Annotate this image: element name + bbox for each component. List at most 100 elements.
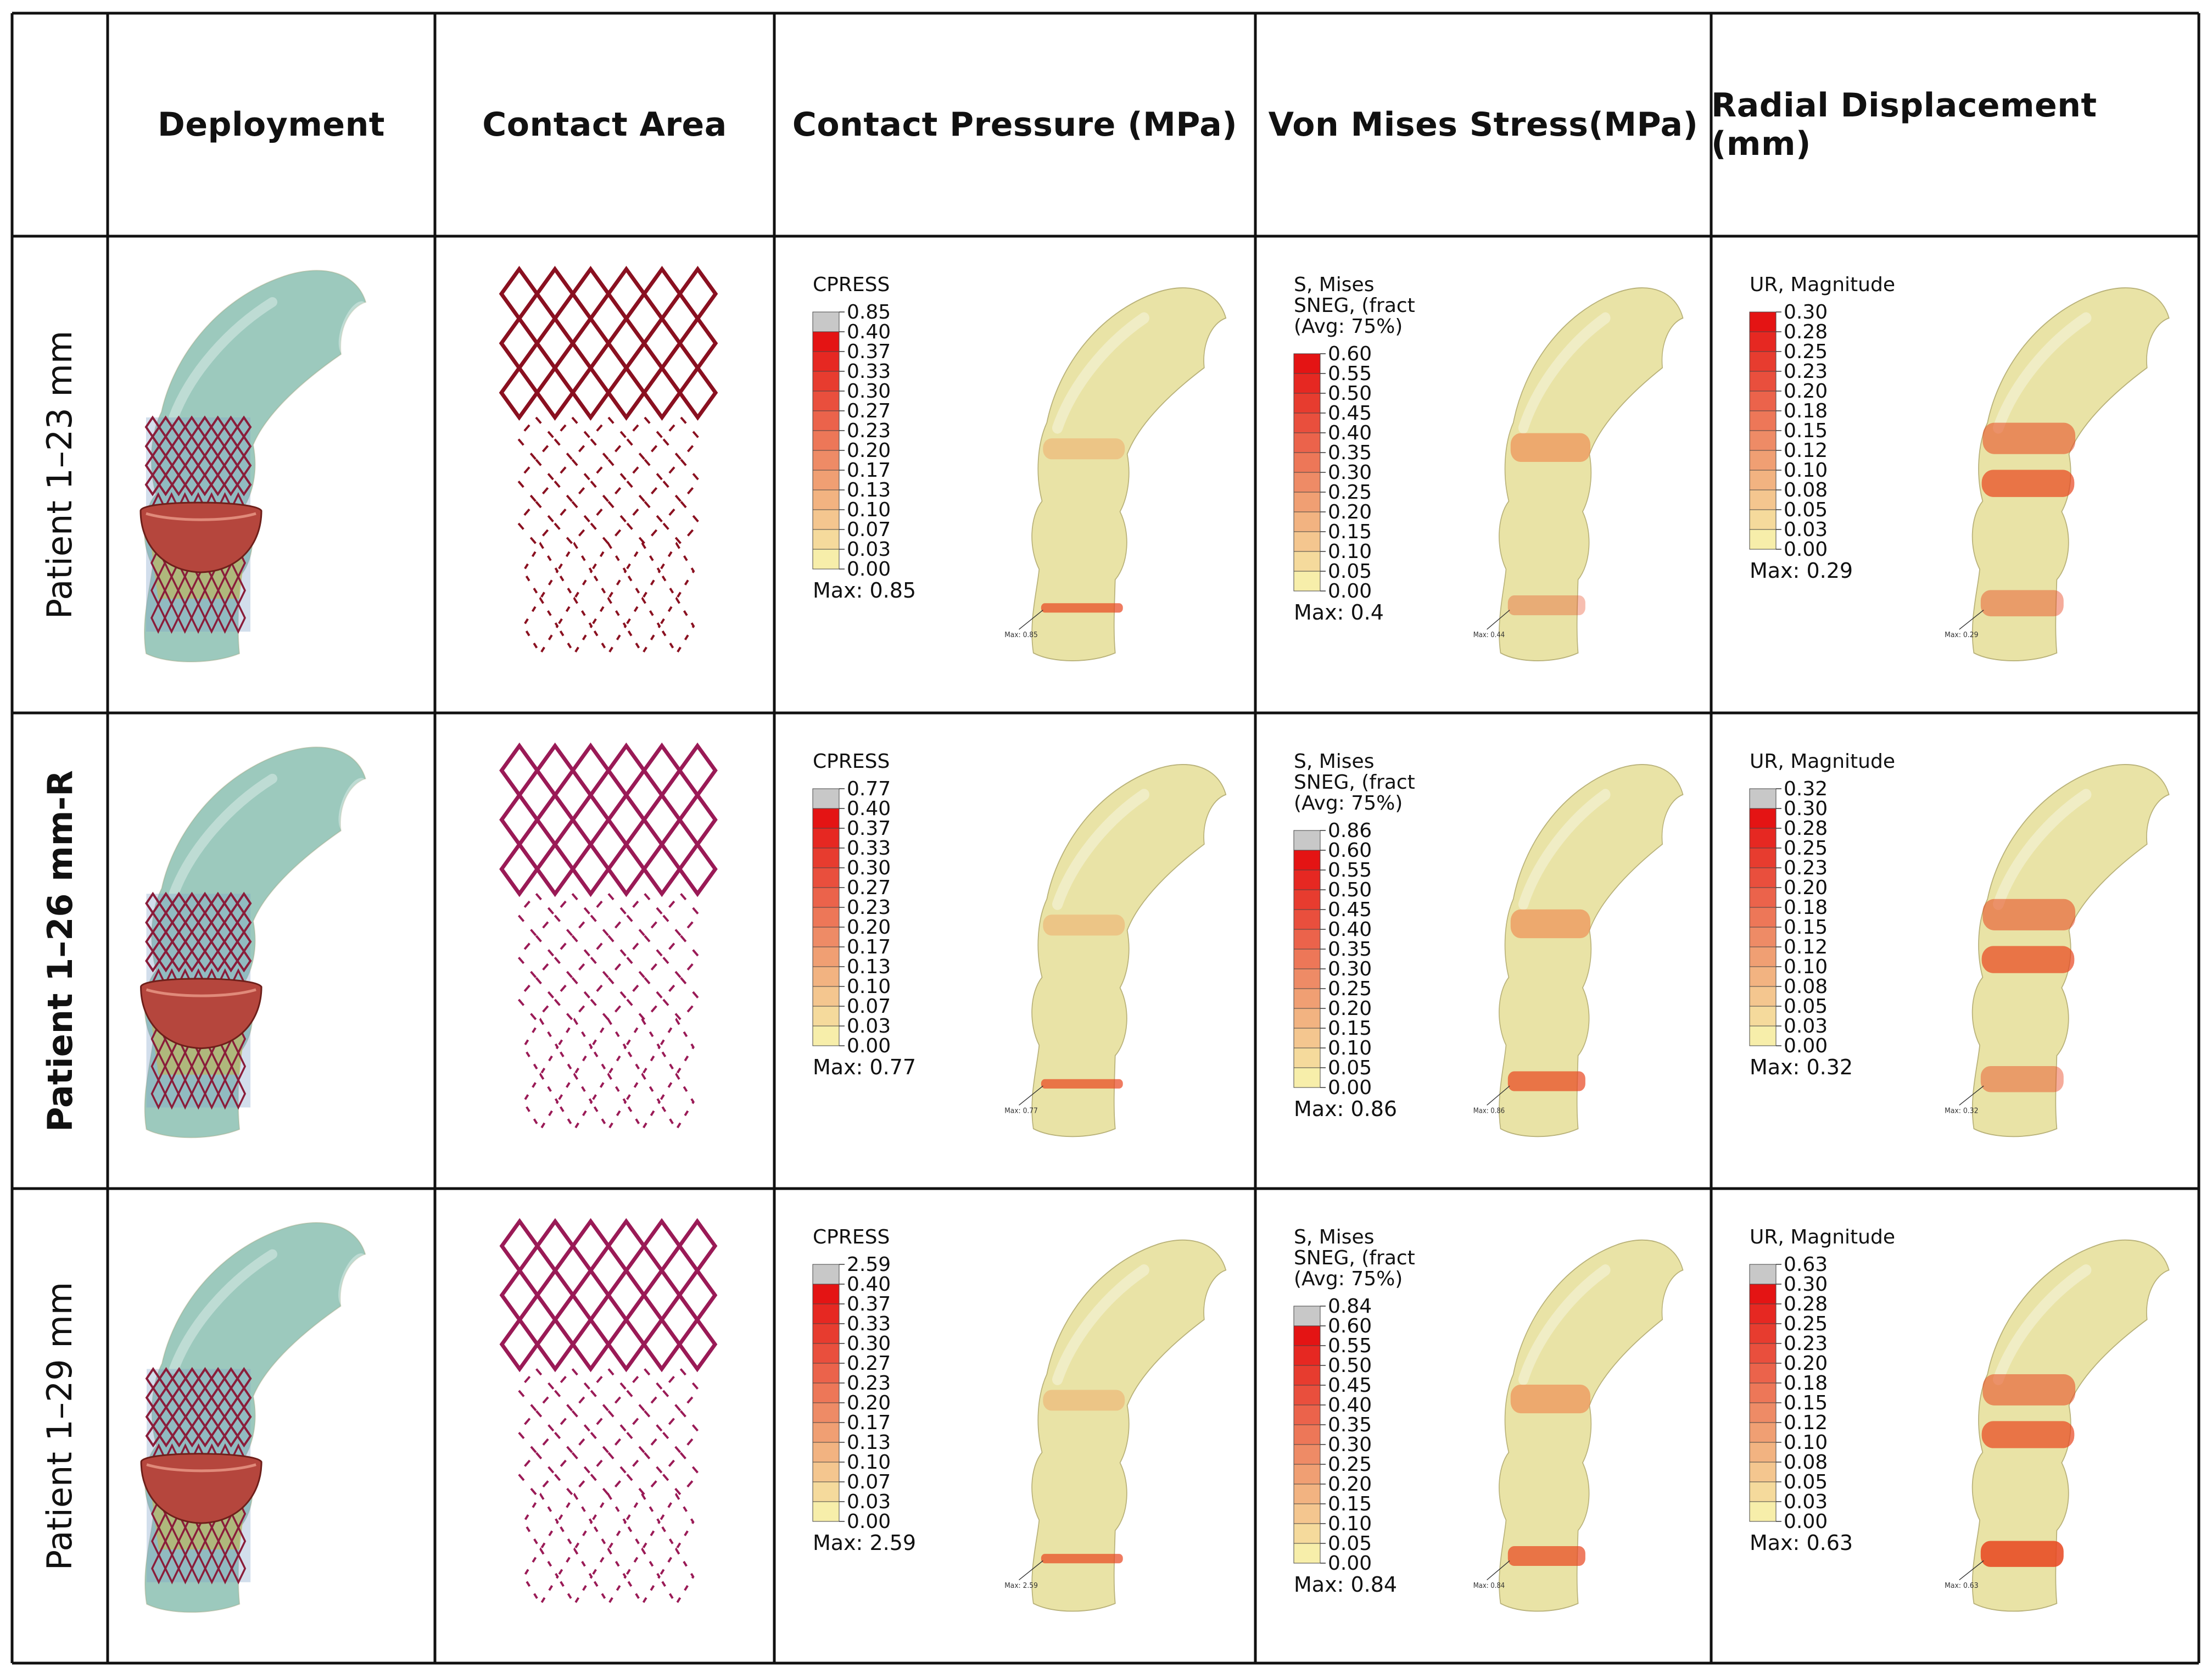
legend-tick: 0.08	[1784, 1451, 1828, 1474]
legend-tick: 0.30	[1784, 301, 1828, 324]
row-label: Patient 1–26 mm-R	[12, 713, 108, 1189]
legend-tick: 0.33	[847, 837, 891, 860]
legend-tick: 0.03	[847, 1491, 891, 1513]
vessel-contour: Max: 0.29	[1945, 287, 2170, 661]
stress-band	[1510, 909, 1591, 939]
legend-tick: 0.12	[1784, 439, 1828, 462]
legend-tick: 0.03	[1784, 1491, 1828, 1513]
stress-band	[1510, 1384, 1591, 1414]
displacement-band	[1980, 1541, 2064, 1567]
legend-tick: 0.30	[847, 857, 891, 879]
legend-title: SNEG, (fract	[1294, 1247, 1415, 1269]
legend-tick: 0.50	[1328, 879, 1372, 901]
legend-tick: 0.30	[847, 380, 891, 403]
legend-tick: 0.28	[1784, 321, 1828, 343]
column-header: Deployment	[158, 105, 385, 144]
legend-tick: 0.05	[1784, 995, 1828, 1018]
legend-tick: 0.13	[847, 1431, 891, 1454]
legend-tick: 0.30	[1328, 461, 1372, 484]
deployment-image	[140, 746, 368, 1139]
legend-title: S, Mises	[1294, 750, 1374, 773]
legend-tick: 0.45	[1328, 1374, 1372, 1397]
max-value: Max: 0.85	[813, 578, 916, 603]
legend-tick: 0.10	[1328, 1037, 1372, 1059]
stress-band	[1507, 1071, 1585, 1091]
max-marker: Max: 0.77	[1004, 1107, 1038, 1116]
legend-tick: 0.10	[1328, 1513, 1372, 1535]
vessel-contour: Max: 2.59	[1004, 1239, 1227, 1612]
legend-tick: 0.13	[847, 956, 891, 978]
legend-tick: 0.20	[847, 439, 891, 462]
max-marker: Max: 2.59	[1004, 1581, 1038, 1590]
column-header: Contact Area	[482, 105, 727, 144]
legend-tick: 0.07	[847, 995, 891, 1018]
legend-tick: 0.08	[1784, 479, 1828, 501]
legend-tick: 0.45	[1328, 402, 1372, 425]
legend-tick: 0.55	[1328, 363, 1372, 385]
legend-title: SNEG, (fract	[1294, 294, 1415, 317]
vessel-contour: Max: 0.32	[1945, 764, 2170, 1137]
vessel-contour: Max: 0.63	[1945, 1239, 2170, 1612]
legend-tick: 0.03	[1784, 518, 1828, 541]
contact-band	[1043, 914, 1125, 936]
legend-tick: 0.10	[1784, 956, 1828, 978]
ur-cell: Max: 0.29 UR, Magnitude 0.30 0.28 0.25 0.23 0.…	[1711, 236, 2199, 713]
legend-tick: 0.35	[1328, 442, 1372, 464]
row-label: Patient 1–23 mm	[12, 236, 108, 713]
max-value: Max: 2.59	[813, 1531, 916, 1555]
ur-legend: UR, Magnitude0.300.280.250.230.200.180.1…	[1749, 274, 1895, 583]
legend-tick: 0.20	[1784, 1352, 1828, 1375]
legend-tick: 0.17	[847, 936, 891, 958]
stent-contact-pattern	[499, 1218, 718, 1607]
legend-tick: 0.05	[1784, 499, 1828, 521]
legend-tick: 0.15	[1784, 1392, 1828, 1414]
max-value: Max: 0.86	[1294, 1097, 1397, 1121]
stent-frame	[139, 415, 262, 634]
mises-cell: Max: 0.44 S, Mises SNEG, (fract (Avg: 75%) 0…	[1255, 236, 1711, 713]
legend-tick: 0.37	[847, 341, 891, 363]
legend-tick: 0.05	[1328, 560, 1372, 583]
legend-tick: 0.40	[1328, 1394, 1372, 1417]
legend-tick: 0.27	[847, 400, 891, 422]
legend-tick: 0.00	[847, 1510, 891, 1533]
legend-tick: 0.07	[847, 1471, 891, 1493]
legend-tick: 0.00	[1328, 1552, 1372, 1575]
legend-tick: 0.60	[1328, 1315, 1372, 1337]
legend-tick: 0.03	[847, 538, 891, 561]
cpress-cell: Max: 2.59 CPRESS 2.59 0.40 0.37 0.33 0.30 0.27 0…	[774, 1189, 1255, 1663]
deployment-image	[139, 270, 369, 662]
max-value: Max: 0.77	[813, 1055, 916, 1079]
legend-tick: 0.30	[1784, 1273, 1828, 1296]
legend-tick: 0.07	[847, 518, 891, 541]
max-marker: Max: 0.44	[1473, 630, 1505, 639]
column-header: Von Mises Stress(MPa)	[1268, 105, 1699, 144]
legend-tick: 0.18	[1784, 1372, 1828, 1395]
legend-tick: 0.12	[1784, 936, 1828, 958]
legend-tick: 0.37	[847, 1293, 891, 1315]
legend-tick: 0.00	[847, 558, 891, 581]
deploy-cell	[108, 713, 435, 1189]
vessel-contour: Max: 0.77	[1004, 764, 1227, 1137]
max-value: Max: 0.63	[1750, 1531, 1853, 1555]
displacement-band	[1980, 590, 2064, 617]
legend-tick: 0.12	[1784, 1412, 1828, 1434]
legend-tick: 0.15	[1328, 1017, 1372, 1040]
legend-tick: 0.32	[1784, 778, 1828, 800]
legend-tick: 0.15	[1784, 420, 1828, 442]
legend-tick: 0.00	[1328, 580, 1372, 603]
cpress-legend: CPRESS0.770.400.370.330.300.270.230.200.…	[812, 750, 916, 1079]
legend-tick: 0.00	[1784, 1510, 1828, 1533]
legend-tick: 0.05	[1328, 1057, 1372, 1079]
cpress-cell: Max: 0.85 CPRESS 0.85 0.40 0.37 0.33 0.30 0.27 0…	[774, 236, 1255, 713]
max-value: Max: 0.4	[1294, 600, 1384, 624]
legend-tick: 0.50	[1328, 1354, 1372, 1377]
stent-contact-pattern	[499, 266, 718, 656]
displacement-band	[1981, 470, 2075, 497]
contact-area-image	[499, 1218, 718, 1607]
legend-tick: 0.13	[847, 479, 891, 501]
legend-tick: 0.85	[847, 301, 891, 324]
legend-tick: 0.25	[1328, 481, 1372, 504]
legend-tick: 0.10	[847, 975, 891, 998]
